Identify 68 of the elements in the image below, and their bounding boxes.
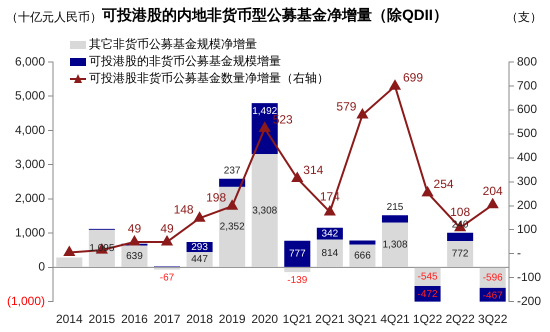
y2-tick-label: -200 — [516, 294, 542, 308]
x-tick-label: 2020 — [251, 312, 278, 326]
data-label: 314 — [303, 162, 324, 177]
y-tick-label: 4,000 — [14, 122, 46, 137]
y2-tick-label: 100 — [516, 222, 538, 236]
data-label: -467 — [482, 290, 504, 302]
x-tick-label: 3Q21 — [348, 312, 378, 326]
data-label: 148 — [174, 202, 194, 217]
data-label: 666 — [354, 250, 372, 262]
y2-tick-label: 200 — [516, 198, 538, 212]
data-label: 699 — [402, 70, 424, 85]
y2-tick-label: - — [516, 246, 521, 260]
data-label: 49 — [128, 221, 142, 236]
legend-label: 可投港股非货币公募基金数量净增量（右轴） — [89, 70, 329, 87]
x-tick-label: 2019 — [218, 312, 246, 326]
data-label: -545 — [418, 272, 438, 283]
x-tick-label: 1Q21 — [282, 312, 312, 326]
x-tick-label: 1Q22 — [412, 312, 443, 326]
data-label: 49 — [160, 221, 174, 236]
legend-label: 可投港股的非货币公募基金规模增量 — [89, 53, 281, 70]
data-label: 198 — [206, 190, 226, 205]
legend-label: 其它非货币公募基金规模净增量 — [89, 36, 257, 53]
x-tick-label: 2015 — [88, 312, 116, 326]
y-axis-title: （十亿元人民币） — [6, 9, 102, 26]
data-label: -67 — [160, 272, 175, 284]
y2-tick-label: 500 — [516, 126, 538, 140]
data-label: 639 — [126, 250, 144, 262]
chart-title: 可投港股的内地非货币型公募基金净增量（除QDII） — [102, 7, 448, 24]
data-label: -472 — [418, 288, 438, 300]
data-label: 204 — [482, 184, 504, 198]
y2-tick-label: 400 — [516, 150, 538, 164]
x-tick-label: 2014 — [56, 312, 83, 326]
data-label: 1,308 — [382, 239, 408, 250]
x-tick-label: 2Q21 — [315, 312, 345, 326]
y2-tick-label: -100 — [516, 270, 542, 284]
x-tick-label: 2Q22 — [445, 312, 476, 326]
y-tick-label: 3,000 — [14, 157, 46, 171]
y2-tick-label: 700 — [516, 78, 538, 92]
data-label: 814 — [322, 248, 339, 259]
y2-tick-label: 600 — [516, 102, 538, 116]
data-label: 777 — [288, 248, 306, 260]
y-tick-label: 5,000 — [14, 88, 46, 103]
data-label: -596 — [482, 272, 504, 284]
y-tick-label: 6,000 — [14, 54, 46, 68]
x-tick-label: 3Q22 — [478, 312, 508, 326]
data-label: 108 — [450, 205, 470, 220]
data-label: 293 — [191, 242, 208, 253]
data-label: 342 — [322, 228, 339, 240]
data-label: 772 — [452, 248, 469, 260]
y2-tick-label: 800 — [516, 54, 538, 68]
x-tick-label: 2018 — [186, 312, 214, 326]
y2-axis-title: （支） — [506, 9, 542, 26]
data-label: 2,352 — [220, 222, 246, 233]
y2-tick-label: 300 — [516, 174, 538, 188]
y-tick-label: 1,000 — [14, 225, 46, 240]
data-label: 447 — [191, 254, 208, 266]
data-label: 215 — [386, 202, 404, 213]
x-tick-label: 4Q21 — [380, 312, 410, 326]
data-label: 254 — [434, 177, 454, 192]
data-label: 3,308 — [252, 205, 278, 216]
data-label: 579 — [336, 99, 357, 114]
y-tick-label: (1,000) — [6, 294, 46, 308]
x-tick-label: 2016 — [121, 312, 148, 326]
data-label: 237 — [224, 166, 241, 177]
y-tick-label: 0 — [38, 260, 46, 274]
x-tick-label: 2017 — [154, 312, 181, 326]
y-tick-label: 2,000 — [14, 191, 46, 206]
data-label: -139 — [287, 274, 308, 286]
